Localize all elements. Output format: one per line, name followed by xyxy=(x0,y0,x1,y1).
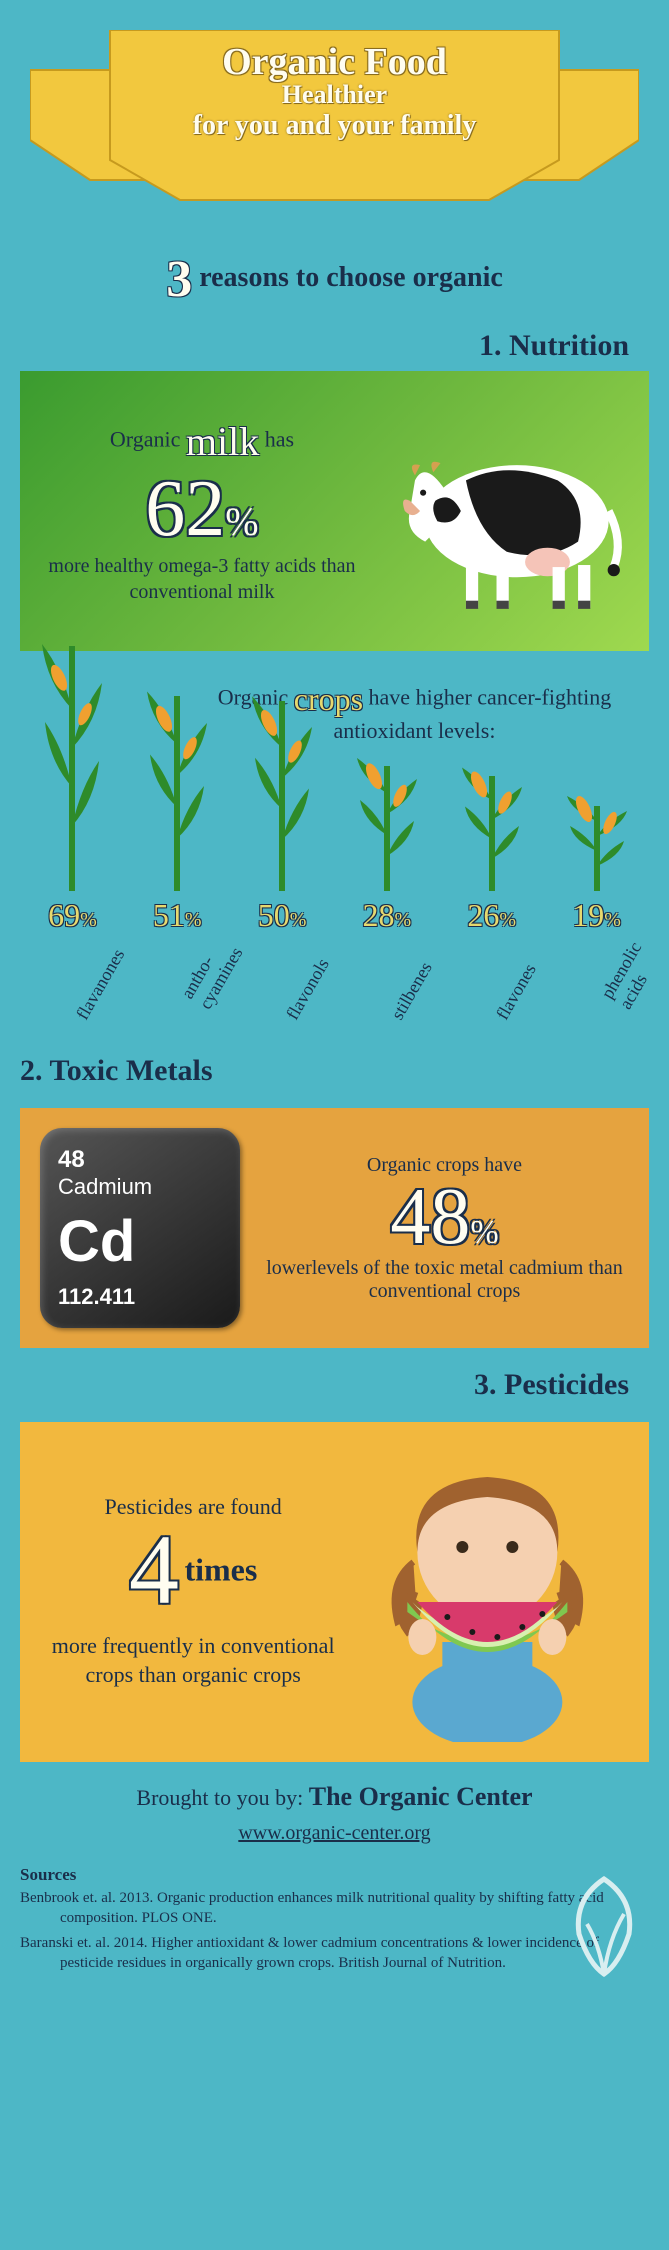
corn-label: flavonols xyxy=(282,955,334,1024)
corn-stalk-icon xyxy=(352,751,422,891)
corn-bar: 26% flavones xyxy=(457,761,527,934)
cadmium-name: Cadmium xyxy=(58,1174,222,1200)
milk-pct-sign: % xyxy=(225,499,258,544)
banner-subtitle: Healthier xyxy=(0,80,669,110)
corn-pct: 26% xyxy=(467,897,516,934)
heading-nutrition: 1. Nutrition xyxy=(0,329,669,363)
crops-chart: 69% flavanones 51% antho-cyamines 50% fl… xyxy=(0,674,669,1054)
corn-bar: 51% antho-cyamines xyxy=(142,681,212,934)
brought-prefix: Brought to you by: xyxy=(136,1785,303,1810)
milk-desc: more healthy omega-3 fatty acids than co… xyxy=(40,553,364,605)
corn-stalk-icon xyxy=(37,631,107,891)
corn-label: antho-cyamines xyxy=(177,933,247,1013)
corn-stalk-icon xyxy=(247,686,317,891)
corn-label: flavanones xyxy=(72,945,129,1023)
pest-text-top: Pesticides are found xyxy=(40,1494,346,1520)
corn-pct: 69% xyxy=(48,897,97,934)
corn-stalk-icon xyxy=(142,681,212,891)
sources-block: Sources Benbrook et. al. 2013. Organic p… xyxy=(0,1865,669,2019)
pest-text-bottom: more frequently in conventional crops th… xyxy=(40,1632,346,1689)
reasons-text: reasons to choose organic xyxy=(199,262,503,293)
corn-bar: 28% stilbenes xyxy=(352,751,422,934)
cadmium-element-tile: 48 Cadmium Cd 112.411 xyxy=(40,1128,240,1328)
corn-label: phenolicacids xyxy=(597,938,664,1013)
pest-number: 4 xyxy=(129,1520,179,1620)
corn-bar: 50% flavonols xyxy=(247,686,317,934)
girl-watermelon-icon xyxy=(346,1442,629,1742)
toxic-text-bottom: lowerlevels of the toxic metal cadmium t… xyxy=(260,1257,629,1303)
source-2: Baranski et. al. 2014. Higher antioxidan… xyxy=(20,1934,609,1973)
org-name: The Organic Center xyxy=(309,1782,533,1811)
heading-toxic: 2. Toxic Metals xyxy=(0,1054,669,1088)
corn-label: stilbenes xyxy=(387,958,437,1023)
toxic-panel: 48 Cadmium Cd 112.411 Organic crops have… xyxy=(20,1108,649,1348)
reasons-tagline: 3 reasons to choose organic xyxy=(0,250,669,309)
corn-stalk-icon xyxy=(562,791,632,891)
corn-stalk-icon xyxy=(457,761,527,891)
cadmium-mass: 112.411 xyxy=(58,1284,222,1310)
cadmium-symbol: Cd xyxy=(58,1213,222,1271)
leaf-logo-icon xyxy=(559,1869,649,1979)
reasons-number: 3 xyxy=(166,251,192,308)
corn-pct: 51% xyxy=(153,897,202,934)
banner-line: for you and your family xyxy=(0,110,669,142)
milk-panel: Organic milk has 62% more healthy omega-… xyxy=(20,371,649,651)
banner-title: Organic Food xyxy=(0,40,669,84)
corn-label: flavones xyxy=(492,960,541,1023)
corn-bar: 19% phenolicacids xyxy=(562,791,632,934)
heading-pesticides: 3. Pesticides xyxy=(0,1368,669,1402)
milk-prefix: Organic xyxy=(110,426,180,451)
milk-pct: 62 xyxy=(145,465,225,553)
corn-bar: 69% flavanones xyxy=(37,631,107,934)
org-website[interactable]: www.organic-center.org xyxy=(0,1822,669,1845)
milk-word: milk xyxy=(186,419,259,464)
corn-pct: 28% xyxy=(363,897,412,934)
pesticides-panel: Pesticides are found 4 times more freque… xyxy=(20,1422,649,1762)
corn-pct: 19% xyxy=(572,897,621,934)
sources-heading: Sources xyxy=(20,1865,609,1885)
source-1: Benbrook et. al. 2013. Organic productio… xyxy=(20,1889,609,1928)
milk-suffix: has xyxy=(265,426,294,451)
cow-icon xyxy=(364,391,629,631)
cadmium-atomic-number: 48 xyxy=(58,1146,222,1174)
pest-times: times xyxy=(184,1552,257,1588)
toxic-pct-sign: % xyxy=(470,1214,498,1251)
corn-pct: 50% xyxy=(258,897,307,934)
title-banner: Organic Food Healthier for you and your … xyxy=(0,0,669,240)
toxic-pct: 48 xyxy=(390,1173,470,1261)
brought-line: Brought to you by: The Organic Center xyxy=(0,1782,669,1812)
